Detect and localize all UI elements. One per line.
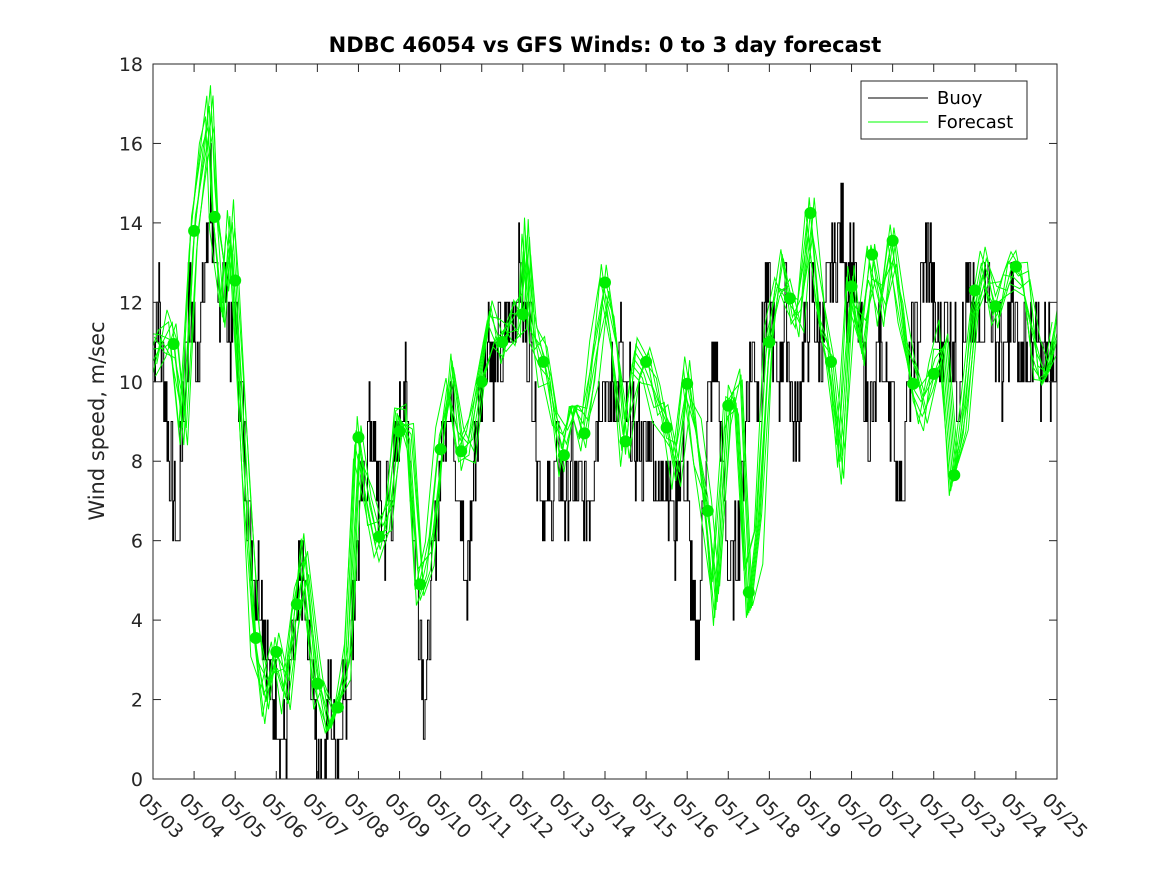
y-tick-label: 4 (131, 610, 143, 632)
x-tick-label: 05/22 (914, 789, 968, 843)
x-tick-label: 05/08 (339, 789, 393, 843)
forecast-marker (640, 355, 653, 368)
forecast-markers (167, 206, 1022, 714)
forecast-marker (229, 274, 242, 287)
x-tick-label: 05/05 (216, 789, 270, 843)
x-tick-label: 05/21 (873, 789, 927, 843)
y-axis-ticks: 0 2 4 6 8 10 12 14 16 18 (119, 54, 1057, 791)
forecast-run-line (153, 116, 1057, 732)
y-tick-label: 8 (131, 451, 143, 473)
forecast-marker (968, 284, 981, 297)
x-tick-label: 05/07 (298, 789, 352, 843)
x-tick-label: 05/17 (709, 789, 763, 843)
forecast-run-line (153, 95, 1054, 717)
forecast-marker (701, 504, 714, 517)
y-tick-label: 18 (119, 54, 143, 76)
forecast-marker (249, 631, 262, 644)
x-tick-label: 05/16 (668, 789, 722, 843)
forecast-marker (1009, 260, 1022, 273)
x-tick-label: 05/18 (750, 789, 804, 843)
chart-title: NDBC 46054 vs GFS Winds: 0 to 3 day fore… (329, 33, 882, 57)
forecast-marker (907, 377, 920, 390)
x-tick-label: 05/20 (832, 789, 886, 843)
forecast-marker (825, 355, 837, 368)
y-tick-label: 0 (131, 769, 143, 791)
forecast-marker (804, 206, 817, 219)
forecast-marker (557, 449, 570, 462)
forecast-marker (414, 578, 427, 591)
legend-forecast-label: Forecast (937, 112, 1013, 133)
forecast-marker (496, 336, 509, 349)
y-tick-label: 14 (119, 213, 143, 235)
x-tick-label: 05/13 (544, 789, 598, 843)
x-tick-label: 05/14 (585, 789, 639, 843)
forecast-marker (886, 234, 899, 247)
forecast-marker (290, 598, 303, 611)
forecast-marker (208, 210, 221, 223)
x-tick-label: 05/04 (175, 789, 229, 843)
forecast-run-line (153, 126, 1055, 735)
x-tick-label: 05/15 (627, 789, 681, 843)
forecast-marker (311, 677, 324, 690)
y-tick-label: 12 (119, 292, 143, 314)
x-tick-label: 05/25 (1037, 789, 1091, 843)
forecast-marker (270, 645, 283, 658)
forecast-marker (927, 367, 940, 380)
forecast-marker (393, 425, 406, 438)
y-tick-label: 16 (119, 133, 143, 155)
forecast-marker (845, 280, 858, 293)
forecast-run-line (156, 126, 1057, 730)
forecast-marker (373, 530, 385, 543)
forecast-marker (516, 308, 529, 321)
forecast-marker (475, 375, 488, 388)
x-tick-label: 05/11 (462, 789, 516, 843)
forecast-marker (188, 224, 201, 237)
forecast-marker (660, 421, 673, 434)
forecast-marker (742, 586, 755, 599)
forecast-marker (681, 377, 694, 390)
forecast-marker (352, 431, 365, 444)
forecast-run-line (155, 95, 1057, 729)
forecast-marker (167, 338, 180, 351)
y-tick-label: 6 (131, 531, 143, 553)
x-tick-label: 05/24 (996, 789, 1050, 843)
x-tick-label: 05/19 (791, 789, 845, 843)
x-tick-label: 05/10 (421, 789, 475, 843)
legend-buoy-label: Buoy (937, 88, 983, 109)
forecast-marker (722, 399, 735, 412)
y-tick-label: 2 (131, 690, 143, 712)
forecast-marker (434, 443, 447, 456)
forecast-marker (578, 427, 591, 440)
y-axis-label: Wind speed, m/sec (85, 321, 109, 520)
x-tick-label: 05/12 (503, 789, 557, 843)
x-tick-label: 05/09 (380, 789, 434, 843)
forecast-marker (331, 701, 344, 714)
forecast-marker (455, 445, 468, 458)
forecast-marker (866, 248, 879, 261)
x-tick-label: 05/23 (955, 789, 1009, 843)
forecast-series (153, 85, 1057, 735)
x-tick-label: 05/06 (257, 789, 311, 843)
forecast-marker (783, 292, 796, 305)
forecast-marker (537, 355, 550, 368)
forecast-marker (599, 276, 611, 289)
legend-box (860, 80, 1028, 140)
legend: Buoy Forecast (860, 80, 1028, 140)
forecast-marker (948, 469, 961, 482)
x-tick-label: 05/03 (133, 789, 187, 843)
forecast-marker (763, 336, 776, 349)
y-tick-label: 10 (119, 372, 143, 394)
forecast-marker (989, 300, 1002, 313)
forecast-run-line (153, 85, 1057, 733)
forecast-run-line (153, 116, 1053, 715)
forecast-marker (619, 435, 632, 448)
